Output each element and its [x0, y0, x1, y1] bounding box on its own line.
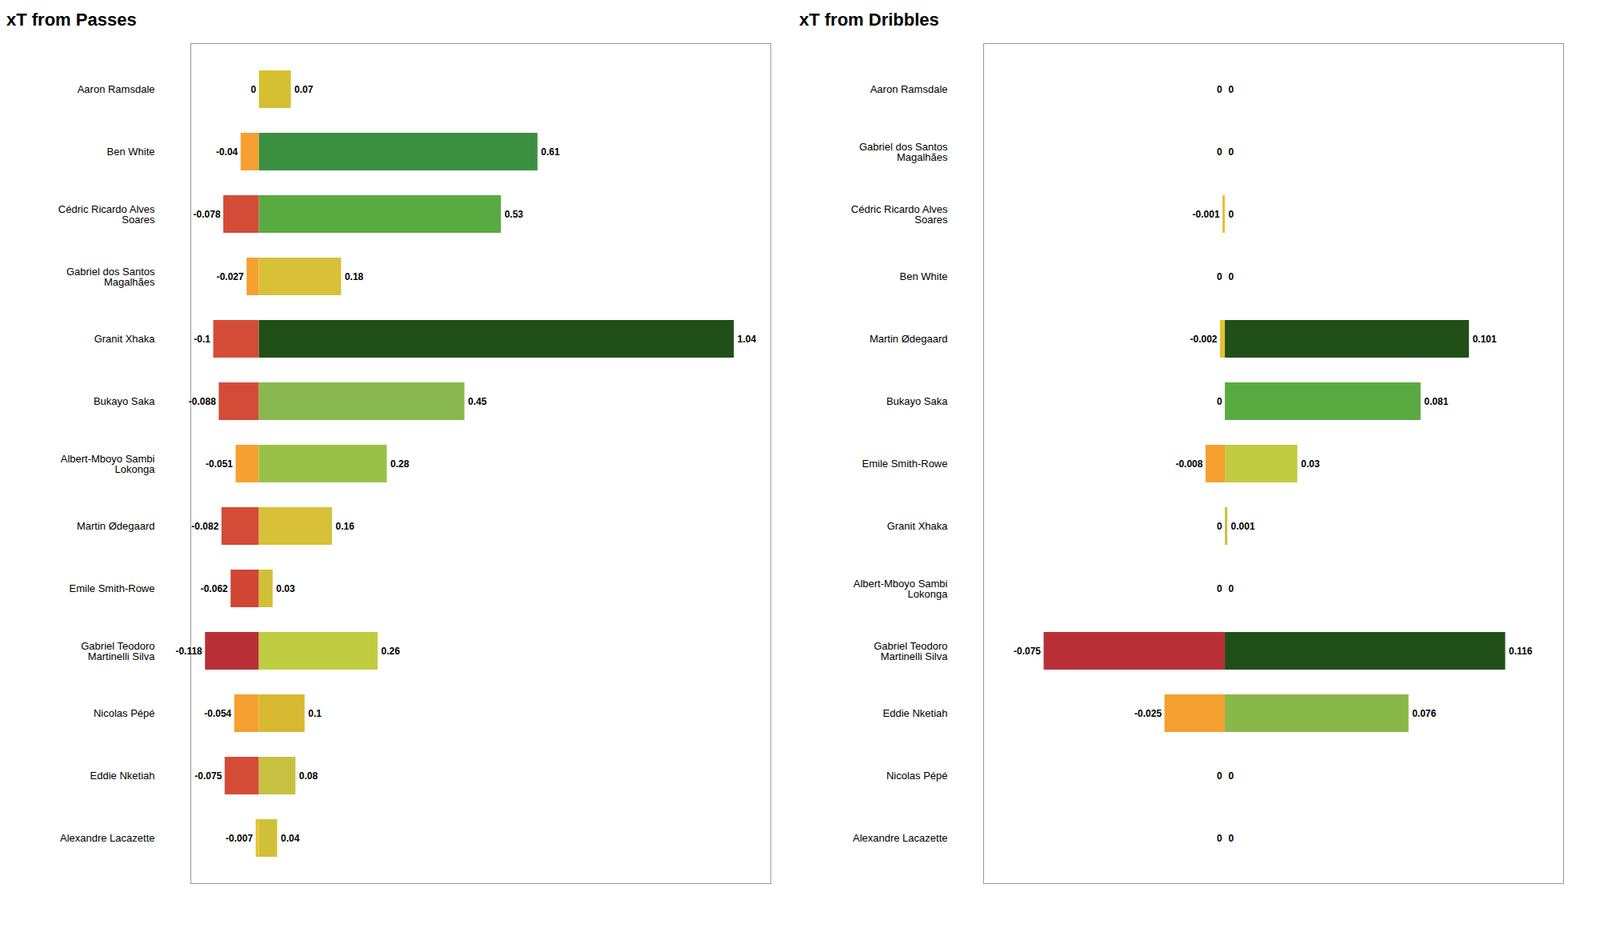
html-text:xT from Passes: xT from Passes	[6, 9, 137, 30]
svg-text:Ben White: Ben White	[107, 145, 156, 158]
svg-text:Nicolas Pépé: Nicolas Pépé	[886, 769, 948, 782]
svg-text:0.101: 0.101	[1472, 333, 1497, 345]
svg-text:0: 0	[1216, 770, 1223, 782]
svg-text:0.1: 0.1	[308, 708, 322, 720]
svg-text:-0.1: -0.1	[193, 333, 211, 345]
svg-text:0: 0	[1216, 271, 1223, 283]
svg-text:Martin Ødegaard: Martin Ødegaard	[76, 520, 156, 532]
svg-text:Granit Xhaka: Granit Xhaka	[94, 332, 156, 345]
svg-text:0.61: 0.61	[540, 146, 560, 158]
svg-text:Alexandre Lacazette: Alexandre Lacazette	[60, 832, 156, 844]
svg-text:0.03: 0.03	[276, 583, 296, 595]
svg-text:Aaron Ramsdale: Aaron Ramsdale	[77, 83, 156, 96]
svg-text:0.28: 0.28	[390, 458, 410, 470]
svg-text:Gabriel dos SantosMagalhães: Gabriel dos SantosMagalhães	[66, 265, 156, 288]
svg-text:Gabriel TeodoroMartinelli Silv: Gabriel TeodoroMartinelli Silva	[873, 640, 948, 663]
svg-text:0: 0	[1228, 271, 1235, 283]
svg-text:-0.007: -0.007	[225, 832, 253, 844]
svg-text:0: 0	[1216, 520, 1223, 532]
svg-text:0.07: 0.07	[294, 84, 314, 96]
svg-text:Nicolas Pépé: Nicolas Pépé	[93, 707, 156, 720]
svg-text:-0.078: -0.078	[193, 208, 221, 220]
svg-text:Eddie Nketiah: Eddie Nketiah	[883, 707, 948, 720]
svg-text:0.26: 0.26	[381, 645, 401, 657]
svg-text:0: 0	[1228, 146, 1235, 158]
svg-text:0: 0	[1216, 146, 1223, 158]
svg-text:-0.118: -0.118	[175, 645, 203, 657]
svg-text:Ben White: Ben White	[900, 270, 948, 283]
svg-text:Bukayo Saka: Bukayo Saka	[886, 395, 948, 408]
svg-text:-0.062: -0.062	[200, 583, 228, 595]
svg-text:-0.051: -0.051	[205, 458, 233, 470]
svg-text:-0.075: -0.075	[1013, 645, 1041, 657]
svg-text:0.081: 0.081	[1424, 396, 1448, 408]
svg-text:Emile Smith-Rowe: Emile Smith-Rowe	[862, 457, 948, 470]
svg-text:0.03: 0.03	[1300, 458, 1320, 470]
svg-text:-0.075: -0.075	[194, 770, 222, 782]
html-text:xT from Dribbles: xT from Dribbles	[799, 9, 940, 30]
svg-text:0.18: 0.18	[344, 271, 364, 283]
svg-text:-0.054: -0.054	[204, 708, 232, 720]
svg-text:Granit Xhaka: Granit Xhaka	[887, 520, 949, 532]
svg-text:0: 0	[1228, 84, 1235, 96]
svg-text:-0.002: -0.002	[1190, 333, 1218, 345]
svg-text:Eddie Nketiah: Eddie Nketiah	[90, 769, 156, 782]
svg-text:0.001: 0.001	[1231, 520, 1256, 532]
svg-text:Albert-Mboyo SambiLokonga: Albert-Mboyo SambiLokonga	[60, 452, 156, 476]
svg-text:1.04: 1.04	[737, 333, 757, 345]
svg-text:-0.001: -0.001	[1192, 208, 1220, 220]
svg-text:0: 0	[250, 84, 256, 96]
svg-text:0.45: 0.45	[468, 396, 488, 408]
svg-text:-0.025: -0.025	[1134, 708, 1162, 720]
svg-text:Gabriel TeodoroMartinelli Silv: Gabriel TeodoroMartinelli Silva	[80, 640, 156, 663]
svg-text:0.08: 0.08	[299, 770, 319, 782]
svg-text:Alexandre Lacazette: Alexandre Lacazette	[852, 832, 948, 844]
svg-text:0.16: 0.16	[335, 520, 355, 532]
svg-text:0.116: 0.116	[1508, 645, 1533, 657]
svg-text:-0.088: -0.088	[188, 396, 216, 408]
svg-text:Cédric Ricardo AlvesSoares: Cédric Ricardo AlvesSoares	[851, 203, 948, 226]
svg-text:0.04: 0.04	[280, 832, 300, 844]
svg-text:0: 0	[1216, 84, 1223, 96]
svg-text:-0.008: -0.008	[1175, 458, 1203, 470]
svg-text:-0.082: -0.082	[191, 520, 219, 532]
svg-text:0.53: 0.53	[504, 208, 524, 220]
svg-text:0: 0	[1228, 770, 1235, 782]
svg-text:Emile Smith-Rowe: Emile Smith-Rowe	[69, 582, 156, 595]
svg-text:0: 0	[1228, 208, 1235, 220]
svg-text:0: 0	[1216, 396, 1223, 408]
svg-text:0.076: 0.076	[1412, 708, 1436, 720]
svg-text:Albert-Mboyo SambiLokonga: Albert-Mboyo SambiLokonga	[853, 577, 949, 600]
svg-text:Bukayo Saka: Bukayo Saka	[93, 395, 156, 408]
svg-text:0: 0	[1216, 832, 1223, 844]
svg-text:0: 0	[1228, 583, 1235, 595]
svg-text:-0.027: -0.027	[216, 271, 244, 283]
svg-text:0: 0	[1228, 832, 1235, 844]
svg-text:Aaron Ramsdale: Aaron Ramsdale	[870, 83, 948, 96]
svg-text:Gabriel dos SantosMagalhães: Gabriel dos SantosMagalhães	[859, 140, 948, 164]
svg-text:Martin Ødegaard: Martin Ødegaard	[869, 332, 948, 345]
svg-text:Cédric Ricardo AlvesSoares: Cédric Ricardo AlvesSoares	[58, 203, 156, 226]
svg-text:0: 0	[1216, 583, 1223, 595]
svg-text:-0.04: -0.04	[216, 146, 239, 158]
